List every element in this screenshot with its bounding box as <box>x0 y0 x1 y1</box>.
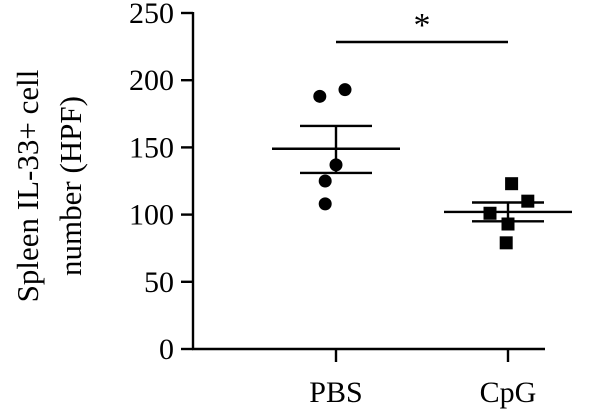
significance-bracket: * <box>336 7 508 44</box>
y-tick-label: 150 <box>129 131 174 164</box>
x-tick-label: CpG <box>480 376 537 409</box>
y-tick-label: 0 <box>159 333 174 366</box>
y-axis-label: Spleen IL-33+ cell number (HPF) <box>10 70 88 303</box>
significance-label: * <box>414 7 431 44</box>
y-tick-label: 100 <box>129 199 174 232</box>
data-point <box>313 89 327 103</box>
x-tick-label: PBS <box>309 376 362 409</box>
data-point <box>318 197 332 211</box>
y-tick-label: 200 <box>129 64 174 97</box>
error-bars <box>272 124 572 223</box>
data-point <box>483 206 497 220</box>
y-axis-label-line-2: number (HPF) <box>53 96 88 276</box>
x-ticks: PBS CpG <box>309 349 536 409</box>
y-axis-label-line-1: Spleen IL-33+ cell <box>10 70 45 303</box>
data-point <box>505 177 519 191</box>
data-point <box>338 83 352 97</box>
y-ticks: 0 50 100 150 200 250 <box>129 0 193 366</box>
y-tick-label: 50 <box>144 266 174 299</box>
data-point <box>318 174 332 188</box>
data-point <box>521 194 535 208</box>
axes <box>191 12 545 351</box>
data-points <box>313 83 535 250</box>
data-point <box>499 236 513 250</box>
y-tick-label: 250 <box>129 0 174 30</box>
